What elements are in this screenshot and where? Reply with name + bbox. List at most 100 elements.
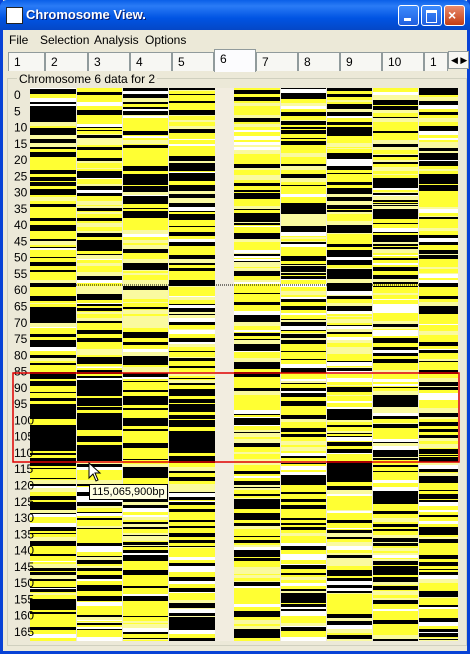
stripe [373,133,418,137]
stripe [169,361,215,362]
stripe [169,588,215,592]
stripe [123,628,168,632]
stripe [327,496,372,497]
stripe [234,415,280,417]
stripe [281,304,326,306]
axis-label: 80 [14,348,28,362]
close-button[interactable]: × [444,5,465,26]
stripe [327,629,372,633]
stripe [327,562,372,566]
stripe [281,575,326,576]
tab[interactable]: 9 [340,52,382,71]
stripe [123,410,168,411]
stripe [169,329,215,330]
stripe [77,535,122,536]
stripe [77,243,122,247]
stripe [419,521,458,524]
stripe [123,218,168,221]
stripe [327,105,372,106]
stripe [419,397,458,400]
stripe [234,170,280,174]
stripe [373,399,418,403]
stripe [327,523,372,526]
stripe [327,403,372,407]
maximize-button[interactable] [421,5,442,26]
stripe [327,520,372,523]
stripe [77,566,122,568]
tab[interactable]: 1 [424,52,448,71]
stripe [234,624,280,626]
stripe [77,283,122,286]
stripe [327,121,372,122]
stripe [169,300,215,304]
stripe [373,627,418,631]
stripe [30,307,76,308]
stripe [77,361,122,364]
stripe [373,577,418,581]
menu-item[interactable]: File [9,33,29,47]
stripe [30,598,76,599]
minimize-button[interactable] [398,5,419,26]
tab[interactable]: 4 [130,52,172,71]
stripe [77,206,122,208]
stripe [234,147,280,150]
stripe [419,274,458,278]
menu-item[interactable]: Selection [40,33,90,47]
stripe [123,290,168,291]
stripe [123,338,168,342]
stripe [234,315,280,319]
tab[interactable]: 5 [172,52,214,71]
stripe [30,355,76,358]
tab[interactable]: 6 [214,49,256,72]
stripe [419,640,458,641]
stripe [77,506,122,508]
tab[interactable]: 3 [88,52,130,71]
stripe [234,268,280,271]
stripe [373,480,418,483]
stripe [373,551,418,553]
stripe [327,439,372,441]
menu-item[interactable]: Options [145,33,187,47]
stripe [419,629,458,632]
stripe [123,618,168,619]
stripe [234,511,280,512]
stripe [169,481,215,482]
stripe [373,175,418,178]
stripe [373,313,418,317]
stripe [123,352,168,356]
stripe [281,127,326,129]
tab[interactable]: 2 [45,52,88,71]
stripe [169,236,215,239]
stripe [327,407,372,409]
stripe [373,255,418,256]
tab[interactable]: 1 [8,52,45,71]
stripe [30,247,76,248]
tab[interactable]: 8 [298,52,340,71]
stripe [169,572,215,573]
stripe [234,115,280,118]
stripe [373,604,418,606]
stripe [327,197,372,201]
stripe [281,302,326,304]
stripe [373,538,418,542]
group-label: Chromosome 6 data for 2 [17,72,158,86]
stripe [373,206,418,209]
stripe [419,171,458,174]
stripe [327,371,372,372]
tab-scroll-buttons[interactable]: ◀ ▶ [448,51,469,69]
stripe [123,153,168,154]
stripe [281,145,326,146]
stripe [234,233,280,236]
menu-item[interactable]: Analysis [94,33,139,47]
stripe [373,333,418,336]
stripe [281,214,326,218]
stripe [281,265,326,266]
stripe [169,487,215,489]
tab[interactable]: 10 [382,52,424,71]
stripe [77,303,122,304]
stripe [281,264,326,265]
tab[interactable]: 7 [256,52,298,71]
stripe [30,239,76,241]
stripe [234,271,280,274]
stripe [419,360,458,361]
